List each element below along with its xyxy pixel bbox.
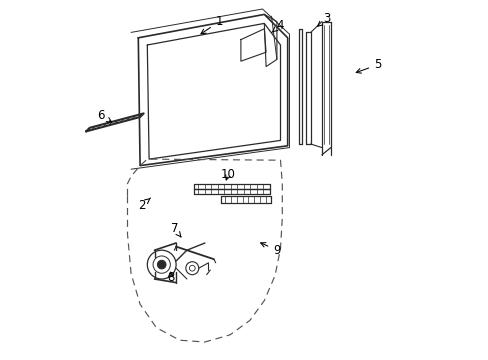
Text: 5: 5 xyxy=(355,58,381,73)
Circle shape xyxy=(157,260,166,269)
Text: 2: 2 xyxy=(138,198,150,212)
Text: 6: 6 xyxy=(97,109,111,122)
Text: 9: 9 xyxy=(260,243,280,257)
Text: 3: 3 xyxy=(317,12,330,26)
Text: 4: 4 xyxy=(271,19,284,32)
Text: 8: 8 xyxy=(167,271,174,284)
Text: 1: 1 xyxy=(201,15,223,34)
Text: 10: 10 xyxy=(221,168,235,181)
Text: 7: 7 xyxy=(170,222,181,237)
